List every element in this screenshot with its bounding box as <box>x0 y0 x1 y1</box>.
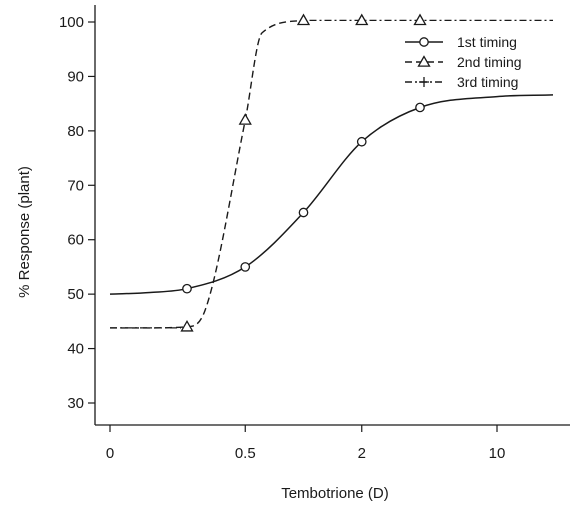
data-point-triangle <box>417 55 431 67</box>
legend: 1st timing 2nd timing 3rd timing <box>405 34 522 90</box>
legend-label: 3rd timing <box>457 74 518 90</box>
legend-entry: 2nd timing <box>405 54 522 70</box>
data-point-plus <box>419 77 429 87</box>
y-axis-title: % Response (plant) <box>16 166 33 298</box>
y-tick-label: 90 <box>67 68 84 85</box>
legend-label: 2nd timing <box>457 54 522 70</box>
y-tick-label: 100 <box>59 14 84 31</box>
legend-entry: 1st timing <box>405 34 517 50</box>
data-point-circle <box>356 136 367 147</box>
data-point-circle <box>240 262 251 272</box>
data-point-circle <box>415 102 425 113</box>
data-point-triangle <box>413 13 427 26</box>
data-point-triangle <box>355 13 369 26</box>
data-point-triangle <box>296 13 311 26</box>
curve-2nd-timing <box>110 19 304 329</box>
x-axis-title: Tembotrione (D) <box>281 485 389 502</box>
data-point-circle <box>419 37 429 47</box>
x-tick-label: 0.5 <box>235 445 256 462</box>
data-point-triangle <box>180 319 194 332</box>
curve-1st-timing <box>109 94 554 295</box>
data-point-circle <box>298 207 309 218</box>
axes: 30 40 50 60 70 80 90 100 0 0.5 2 10 <box>59 5 570 462</box>
y-tick-label: 30 <box>67 395 84 412</box>
data-markers <box>180 13 427 332</box>
y-tick-label: 80 <box>67 123 84 140</box>
y-tick-label: 60 <box>67 232 84 249</box>
y-tick-label: 50 <box>67 286 84 303</box>
x-tick-label: 2 <box>358 445 366 462</box>
y-tick-label: 70 <box>67 177 84 194</box>
data-point-circle <box>182 283 192 294</box>
legend-label: 1st timing <box>457 34 517 50</box>
legend-entry: 3rd timing <box>405 74 518 90</box>
data-point-triangle <box>238 113 252 125</box>
x-tick-label: 0 <box>106 445 114 462</box>
y-tick-label: 40 <box>67 341 84 358</box>
x-tick-label: 10 <box>489 445 506 462</box>
